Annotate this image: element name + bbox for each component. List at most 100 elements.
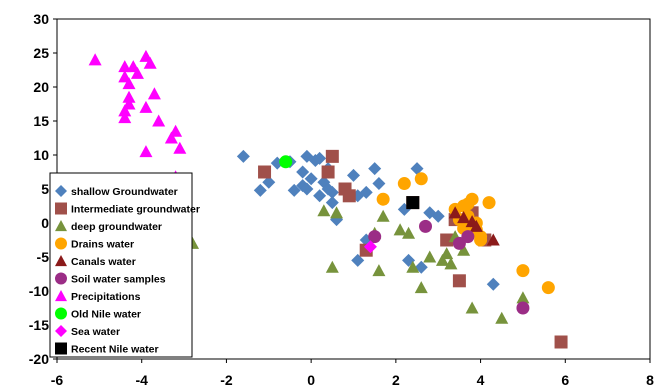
data-point: [325, 196, 339, 210]
data-point: [321, 165, 335, 179]
data-point: [474, 230, 488, 244]
legend-label: Recent Nile water: [71, 344, 159, 356]
data-point: [139, 145, 153, 158]
legend-label: deep groundwater: [71, 221, 162, 233]
x-tick-label: 8: [646, 372, 654, 388]
data-point: [486, 277, 500, 291]
data-point: [304, 172, 318, 186]
data-point: [88, 53, 102, 66]
legend-label: shallow Groundwater: [71, 186, 178, 198]
data-point: [317, 204, 331, 217]
data-point: [435, 253, 449, 266]
data-point: [372, 264, 386, 277]
data-point: [342, 189, 356, 203]
legend-marker: [55, 185, 67, 197]
legend-marker: [55, 272, 67, 285]
data-point: [347, 168, 360, 182]
data-point: [118, 104, 132, 117]
data-point: [541, 281, 555, 295]
data-point: [440, 233, 454, 247]
legend-item: shallow Groundwater: [55, 185, 178, 198]
series-old-nile-water: [279, 155, 293, 169]
data-point: [300, 182, 314, 196]
data-point: [431, 209, 445, 223]
data-point: [313, 189, 327, 203]
legend-item: Intermediate groundwater: [55, 202, 200, 216]
data-point: [419, 219, 433, 233]
data-point: [359, 185, 373, 199]
x-tick-label: 4: [477, 372, 485, 388]
data-point: [122, 97, 136, 110]
data-point: [258, 165, 272, 179]
data-point: [397, 177, 411, 191]
x-axis-ticks: -6 -4 -2 0 2 4 6 8: [51, 359, 654, 388]
legend-label: Precipitations: [71, 291, 141, 303]
series-soil-water-samples: [368, 219, 530, 315]
legend-item: Old Nile water: [55, 307, 141, 321]
x-tick-label: -4: [135, 372, 148, 388]
data-point: [376, 209, 390, 222]
data-point: [122, 77, 136, 90]
legend-item: Soil water samples: [55, 272, 166, 286]
series-canals-water: [448, 206, 500, 246]
legend-item: Precipitations: [55, 290, 141, 303]
data-point: [406, 196, 420, 210]
series-precipitations: [88, 49, 187, 183]
y-tick-label: 10: [33, 147, 49, 163]
data-point: [130, 66, 144, 79]
data-point: [330, 206, 344, 219]
legend-marker: [55, 237, 67, 250]
data-point: [164, 131, 178, 144]
y-axis-ticks: 30 25 20 15 10 5 0 -5 -10 -15 -20: [29, 11, 57, 367]
legend-marker: [55, 220, 67, 232]
legend-marker: [55, 325, 67, 337]
data-point: [469, 219, 483, 232]
y-tick-label: 0: [41, 215, 49, 231]
data-point: [262, 175, 276, 189]
legend-item: Recent Nile water: [55, 342, 159, 356]
legend-label: Old Nile water: [71, 309, 141, 321]
x-tick-label: 0: [307, 372, 315, 388]
legend: shallow Groundwater Intermediate groundwa…: [49, 172, 200, 358]
data-point: [152, 114, 166, 127]
data-point: [279, 155, 293, 169]
data-point: [393, 223, 407, 236]
data-point: [296, 165, 310, 179]
data-point: [287, 183, 301, 197]
data-point: [118, 60, 132, 73]
x-tick-label: 6: [561, 372, 569, 388]
data-point: [325, 260, 339, 273]
y-tick-label: 15: [33, 113, 49, 129]
x-tick-label: -2: [220, 372, 233, 388]
data-point: [351, 253, 365, 267]
data-point: [376, 192, 390, 206]
legend-marker: [55, 307, 67, 320]
y-tick-label: -20: [29, 351, 49, 367]
data-point: [325, 149, 339, 163]
data-point: [118, 111, 132, 124]
data-point: [368, 230, 382, 244]
legend-marker: [55, 342, 67, 355]
data-point: [147, 87, 161, 100]
legend-marker: [55, 290, 67, 302]
y-tick-label: 5: [41, 181, 49, 197]
legend-marker: [55, 202, 67, 215]
data-point: [363, 240, 377, 254]
series-deep-groundwater: [186, 204, 530, 324]
data-point: [457, 211, 471, 224]
y-tick-label: -10: [29, 283, 49, 299]
data-point: [516, 291, 530, 304]
data-point: [139, 100, 153, 113]
data-points: [88, 49, 568, 349]
legend-label: Drains water: [71, 239, 134, 251]
legend-label: Soil water samples: [71, 274, 166, 286]
legend-label: Intermediate groundwater: [71, 204, 200, 216]
data-point: [406, 260, 420, 273]
data-point: [173, 141, 187, 154]
data-point: [495, 311, 509, 324]
data-point: [236, 149, 250, 163]
x-tick-label: -6: [51, 372, 64, 388]
data-point: [482, 196, 496, 210]
legend-item: Canals water: [55, 255, 136, 268]
